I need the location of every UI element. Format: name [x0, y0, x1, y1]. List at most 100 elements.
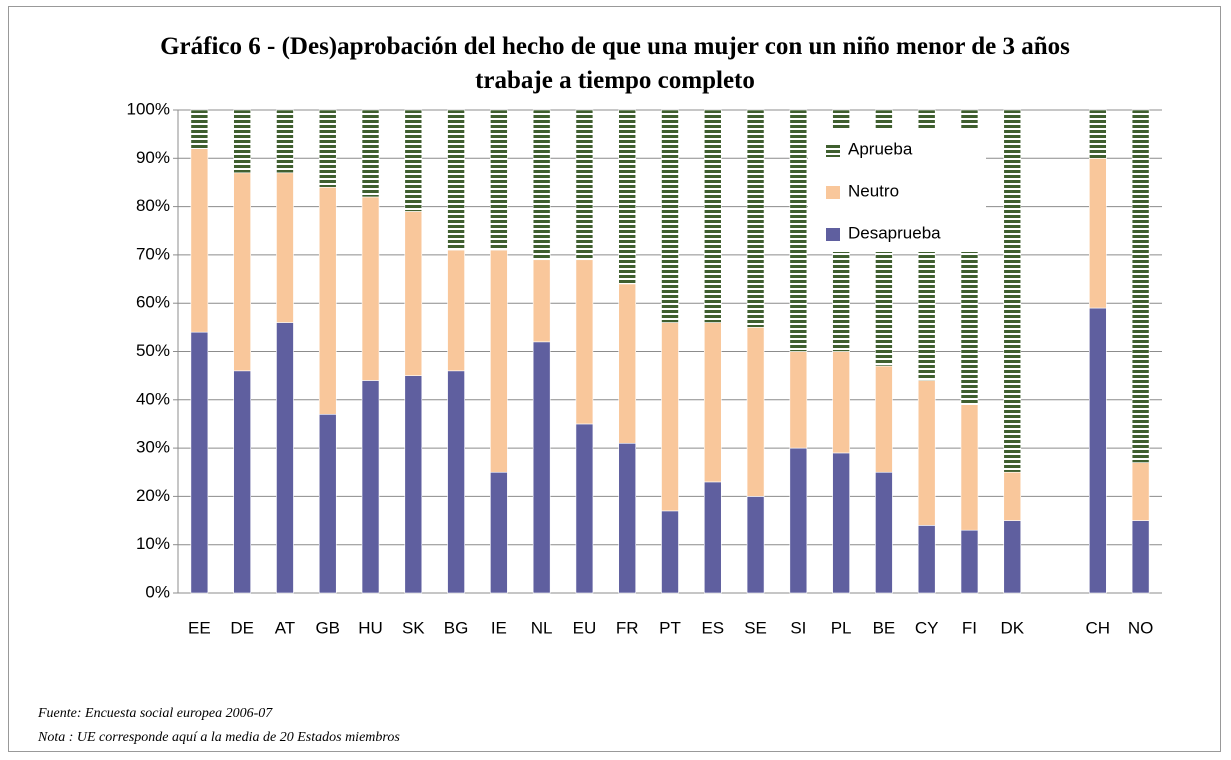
x-tick-label: EE	[188, 618, 211, 637]
x-tick-label: CY	[915, 618, 939, 637]
x-tick-label: IE	[491, 618, 507, 637]
bar-segment	[575, 259, 594, 425]
x-tick-label: BG	[444, 618, 469, 637]
bar-segment	[746, 327, 765, 497]
y-tick-label: 10%	[136, 534, 170, 553]
x-tick-label: BE	[873, 618, 896, 637]
bar-segment	[490, 109, 508, 251]
bar-segment	[789, 109, 808, 352]
bar-segment	[875, 365, 893, 473]
bar-segment	[703, 322, 722, 483]
x-tick-label: AT	[275, 618, 295, 637]
bar-segment	[917, 525, 936, 594]
bar-segment	[618, 442, 637, 594]
bar-segment	[318, 186, 337, 415]
bar-segment	[703, 481, 722, 594]
bar-segment	[447, 249, 465, 372]
note: Nota : UE corresponde aquí a la media de…	[38, 730, 400, 745]
bar-segment	[703, 109, 722, 323]
y-tick-label: 70%	[136, 244, 170, 263]
bar-segment	[361, 109, 380, 198]
bar-segment	[532, 341, 551, 594]
y-tick-label: 50%	[136, 341, 170, 360]
x-tick-label: NO	[1128, 618, 1154, 637]
y-tick-label: 40%	[136, 389, 170, 408]
x-tick-label: FI	[962, 618, 977, 637]
bar-segment	[661, 510, 679, 594]
bar-segment	[832, 452, 850, 594]
bar-segment	[1089, 109, 1107, 159]
bar-segment	[233, 370, 251, 594]
y-tick-label: 100%	[127, 99, 170, 118]
bar-segment	[575, 423, 594, 594]
y-tick-label: 0%	[145, 582, 170, 601]
y-tick-label: 20%	[136, 486, 170, 505]
bar-segment	[318, 109, 337, 188]
bar-segment	[447, 370, 465, 594]
legend-swatch	[826, 228, 840, 241]
bar-segment	[361, 380, 380, 594]
bar-segment	[190, 148, 209, 333]
x-tick-label: DE	[230, 618, 254, 637]
legend-label: Aprueba	[848, 139, 913, 158]
bar-segment	[618, 109, 637, 285]
bar-segment	[404, 109, 423, 212]
x-tick-label: CH	[1086, 618, 1111, 637]
x-tick-label: PL	[831, 618, 852, 637]
bar-segment	[190, 109, 209, 149]
bar-segment	[318, 413, 337, 594]
bar-segment	[661, 109, 679, 323]
bar-segment	[917, 380, 936, 526]
x-tick-label: SE	[744, 618, 767, 637]
y-tick-label: 90%	[136, 148, 170, 167]
x-tick-label: ES	[701, 618, 724, 637]
x-tick-label: FR	[616, 618, 639, 637]
bar-segment	[447, 109, 465, 251]
bar-segment	[233, 109, 251, 174]
bar-segment	[490, 249, 508, 473]
bar-segment	[404, 375, 423, 594]
x-tick-label: NL	[531, 618, 553, 637]
bar-segment	[746, 496, 765, 594]
legend-swatch	[826, 144, 840, 157]
y-tick-label: 80%	[136, 196, 170, 215]
x-tick-label: EU	[573, 618, 597, 637]
bar-segment	[1003, 109, 1022, 473]
bar-segment	[532, 109, 551, 261]
bar-segment	[832, 351, 850, 454]
bar-segment	[1089, 158, 1107, 309]
bar-segment	[276, 322, 294, 594]
bar-segment	[875, 471, 893, 594]
bar-segment	[746, 109, 765, 328]
legend-swatch	[826, 186, 840, 199]
bar-segment	[404, 211, 423, 376]
bar-segment	[532, 259, 551, 343]
bar-segment	[190, 331, 209, 594]
bar-segment	[960, 529, 979, 594]
bar-segment	[233, 172, 251, 372]
bar-segment	[1131, 520, 1150, 594]
bar-segment	[575, 109, 594, 261]
chart-frame	[8, 6, 1221, 752]
x-tick-label: SK	[402, 618, 425, 637]
x-tick-label: DK	[1000, 618, 1024, 637]
x-tick-label: PT	[659, 618, 681, 637]
bar-segment	[276, 172, 294, 323]
bar-segment	[618, 283, 637, 444]
bar-segment	[960, 404, 979, 531]
source-note: Fuente: Encuesta social europea 2006-07	[38, 706, 273, 721]
y-tick-label: 60%	[136, 293, 170, 312]
bar-segment	[1003, 471, 1022, 521]
bar-segment	[361, 196, 380, 381]
legend: Aprueba Neutro Desaprueba	[808, 128, 986, 252]
legend-label: Desaprueba	[848, 223, 941, 242]
x-tick-label: SI	[790, 618, 806, 637]
bar-segment	[789, 351, 808, 449]
bar-segment	[1089, 307, 1107, 594]
x-tick-label: GB	[315, 618, 340, 637]
bar-segment	[276, 109, 294, 174]
y-tick-label: 30%	[136, 438, 170, 457]
x-tick-label: HU	[358, 618, 383, 637]
bar-segment	[1131, 109, 1150, 463]
